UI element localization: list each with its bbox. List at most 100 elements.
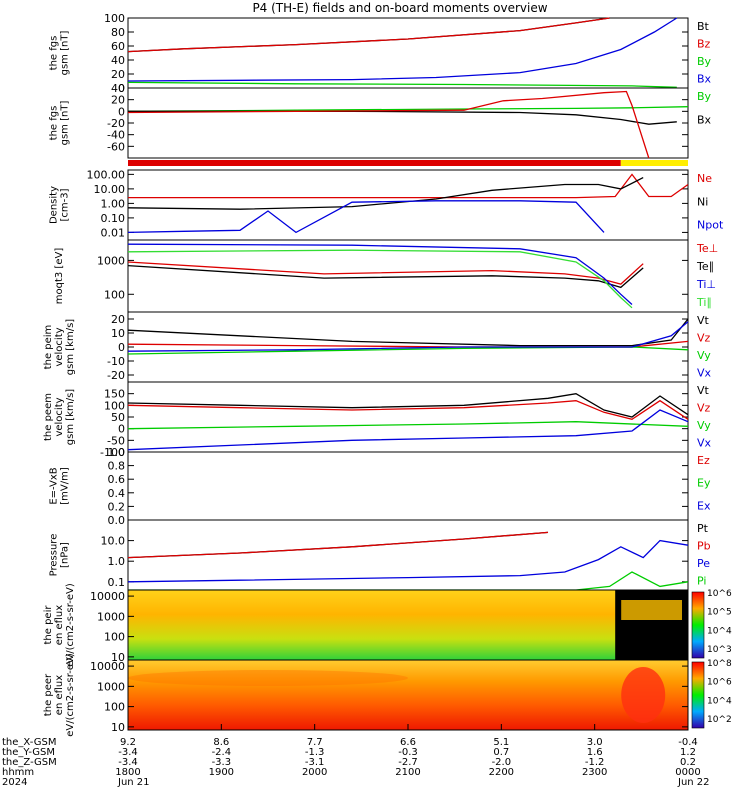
y-axis-label: velocity xyxy=(54,327,65,366)
y-tick-label: 10.0 xyxy=(101,535,126,548)
figure-title: P4 (TH-E) fields and on-board moments ov… xyxy=(252,1,547,15)
x-tick-label: 1800 xyxy=(115,767,140,778)
spectrogram xyxy=(128,590,688,660)
y-axis-label: Pressure xyxy=(49,534,60,577)
x-tick-label: -3.4 xyxy=(118,747,138,758)
y-tick-label: 100.00 xyxy=(87,168,126,181)
series-line xyxy=(127,399,689,421)
x-tick-label: -2.4 xyxy=(212,747,232,758)
colorbar xyxy=(691,591,705,659)
time-axis-row-label: 2024 xyxy=(2,777,27,788)
legend-entry: Vx xyxy=(697,367,712,380)
y-axis-label: gsm [km/s] xyxy=(65,319,76,375)
y-tick-label: 50 xyxy=(111,411,125,424)
y-tick-label: 20 xyxy=(111,94,125,107)
legend-entry: Pt xyxy=(697,522,709,535)
series-line xyxy=(127,264,644,289)
x-tick-label: 2100 xyxy=(395,767,420,778)
x-tick-label: 9.2 xyxy=(120,737,136,748)
x-tick-label: 1900 xyxy=(209,767,234,778)
y-tick-label: 40 xyxy=(111,54,125,67)
y-tick-label: 100 xyxy=(104,631,125,644)
legend-entry: Npot xyxy=(697,219,724,232)
y-tick-label: 0 xyxy=(118,423,125,436)
y-axis-label: the fgs xyxy=(49,36,60,71)
y-axis-label: moqt3 [eV] xyxy=(54,248,65,305)
legend-entry: Bt xyxy=(697,20,710,33)
series-line xyxy=(127,106,689,112)
panel-frame xyxy=(127,87,689,159)
series-line xyxy=(127,90,650,159)
series-line xyxy=(127,17,678,82)
y-tick-label: 0 xyxy=(118,341,125,354)
y-axis-label: eV/(cm2-s-sr-eV) xyxy=(65,653,76,737)
x-tick-label: -3.3 xyxy=(212,757,232,768)
x-tick-label: 2000 xyxy=(302,767,327,778)
series-line xyxy=(127,409,689,451)
x-tick-label: -2.0 xyxy=(492,757,512,768)
y-axis-label: [cm-3] xyxy=(60,188,71,221)
y-axis-label: en eflux xyxy=(54,605,65,645)
y-tick-label: 10 xyxy=(111,651,125,664)
y-axis-label: [nPa] xyxy=(60,542,71,568)
legend-entry: Ti⊥ xyxy=(696,278,716,291)
y-tick-label: 100 xyxy=(104,399,125,412)
colorbar-tick-label: 10^5 xyxy=(707,608,732,618)
legend-entry: Vt xyxy=(697,384,710,397)
y-tick-label: 0.2 xyxy=(108,500,126,513)
colorbar-tick-label: 10^4 xyxy=(707,626,732,636)
y-tick-label: 100 xyxy=(104,12,125,25)
series-line xyxy=(127,17,610,53)
x-tick-label: 0.7 xyxy=(493,747,509,758)
x-tick-label: -0.3 xyxy=(398,747,418,758)
y-tick-label: 1.0 xyxy=(108,446,126,459)
x-tick-label: Jun 21 xyxy=(117,777,150,788)
spectrogram-burst xyxy=(621,600,682,620)
y-tick-label: 40 xyxy=(111,82,125,95)
legend-entry: Ni xyxy=(697,195,708,208)
panel-frame xyxy=(127,17,689,89)
y-tick-label: 0.10 xyxy=(101,212,126,225)
series-line xyxy=(127,200,605,234)
y-axis-label: velocity xyxy=(54,397,65,436)
time-axis-row-label: the_Y-GSM xyxy=(2,747,55,758)
y-axis-label: en eflux xyxy=(54,675,65,715)
panel-10: 10^2 10^4 10^6 10^8 10 100 1000 10000 the peer en… xyxy=(43,653,732,737)
y-tick-label: -50 xyxy=(107,434,125,447)
panel-frame xyxy=(127,169,689,241)
y-tick-label: 0.4 xyxy=(108,487,126,500)
y-tick-label: 80 xyxy=(111,26,125,39)
panel-frame xyxy=(127,519,689,591)
colorbar xyxy=(691,661,705,729)
legend-entry: Bx xyxy=(697,113,712,126)
y-axis-label: gsm [km/s] xyxy=(65,389,76,445)
y-tick-label: -20 xyxy=(107,117,125,130)
legend-entry: By xyxy=(697,55,712,68)
series-line xyxy=(127,531,549,559)
y-axis-label: the peim xyxy=(43,325,54,370)
x-tick-label: 0000 xyxy=(675,767,700,778)
spectrogram-feature xyxy=(621,667,666,723)
y-tick-label: 1000 xyxy=(97,610,125,623)
legend-entry: Vz xyxy=(697,332,711,345)
series-line xyxy=(127,17,610,53)
x-tick-label: 2200 xyxy=(489,767,514,778)
y-tick-label: 0.8 xyxy=(108,460,126,473)
legend-entry: Vy xyxy=(697,419,711,432)
x-tick-label: 7.7 xyxy=(307,737,323,748)
legend-entry: Ti∥ xyxy=(696,296,712,309)
y-tick-label: 10 xyxy=(111,721,125,734)
series-line xyxy=(127,321,689,352)
panel-8: 0.1 1.0 10.0 Pressure [nPa] Pt Pb Pe Pi xyxy=(49,519,711,591)
legend-entry: Vt xyxy=(697,314,710,327)
legend-entry: Ne xyxy=(697,172,712,185)
x-tick-label: 2300 xyxy=(582,767,607,778)
y-tick-label: 1000 xyxy=(97,254,125,267)
panel-frame xyxy=(127,451,689,521)
colorbar-tick-label: 10^3 xyxy=(707,645,732,655)
y-axis-label: the peir xyxy=(43,605,54,645)
y-tick-label: 100 xyxy=(104,701,125,714)
y-axis-label: eV/(cm2-s-sr-eV) xyxy=(65,583,76,667)
